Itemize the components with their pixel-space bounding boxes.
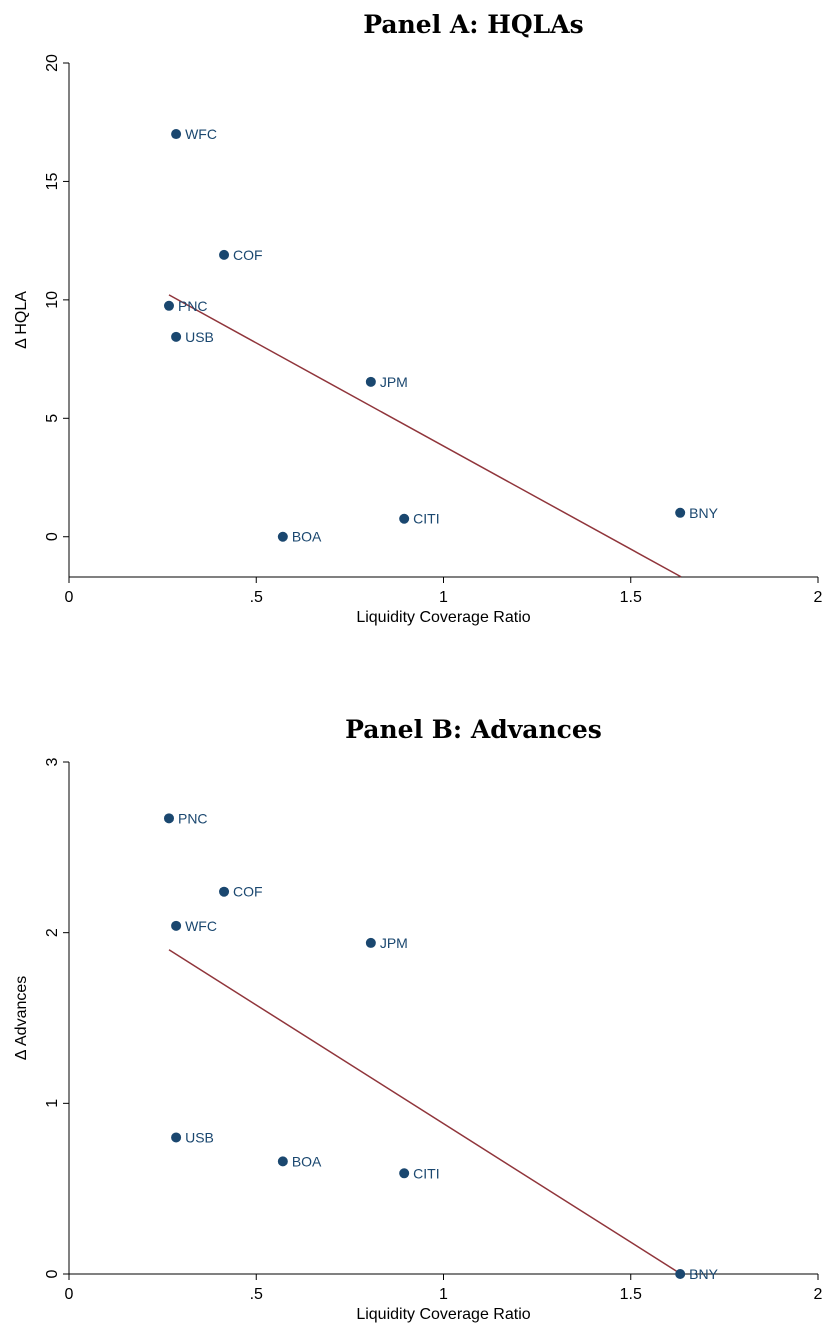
- y-tick-label: 10: [44, 291, 61, 309]
- point-label: WFC: [185, 126, 217, 142]
- point: [171, 920, 182, 931]
- point-label: COF: [233, 884, 263, 900]
- point-label: CITI: [413, 511, 439, 527]
- point-label: JPM: [380, 374, 408, 390]
- point: [277, 531, 288, 542]
- x-tick-label: 2: [814, 1286, 823, 1303]
- fit-line: [168, 294, 682, 578]
- point-label: PNC: [178, 810, 208, 826]
- x-tick-label: .5: [250, 1286, 263, 1303]
- point: [171, 1132, 182, 1143]
- x-tick-label: 0: [65, 1286, 74, 1303]
- x-tick-label: .5: [250, 589, 263, 606]
- fit-line: [168, 949, 682, 1275]
- point: [365, 937, 376, 948]
- y-tick-label: 5: [44, 414, 61, 423]
- y-tick-label: 20: [44, 54, 61, 72]
- point: [163, 300, 174, 311]
- point-label: USB: [185, 329, 214, 345]
- point: [399, 1168, 410, 1179]
- point-label: BOA: [292, 1153, 322, 1169]
- point-label: BNY: [689, 1266, 718, 1282]
- point: [171, 331, 182, 342]
- y-tick-label: 0: [44, 532, 61, 541]
- point-label: COF: [233, 247, 263, 263]
- point-label: WFC: [185, 918, 217, 934]
- x-tick-label: 0: [65, 589, 74, 606]
- chart-title: Panel A: HQLAs: [363, 10, 583, 39]
- point: [219, 886, 230, 897]
- x-tick-label: 1: [439, 589, 448, 606]
- point-label: BNY: [689, 505, 718, 521]
- point: [277, 1156, 288, 1167]
- x-axis-label: Liquidity Coverage Ratio: [356, 1306, 530, 1323]
- point: [675, 1269, 686, 1279]
- y-tick-label: 15: [44, 172, 61, 190]
- point-label: PNC: [178, 298, 208, 314]
- y-tick-label: 3: [44, 757, 61, 766]
- point: [171, 129, 182, 140]
- y-tick-label: 1: [44, 1099, 61, 1108]
- y-tick-label: 0: [44, 1269, 61, 1278]
- x-tick-label: 1.5: [620, 589, 642, 606]
- point-label: BOA: [292, 529, 322, 545]
- point: [365, 376, 376, 387]
- point: [163, 813, 174, 824]
- point: [675, 507, 686, 518]
- point: [399, 513, 410, 524]
- x-tick-label: 1.5: [620, 1286, 642, 1303]
- x-tick-label: 1: [439, 1286, 448, 1303]
- y-axis-label: Δ Advances: [13, 976, 30, 1061]
- chart-title: Panel B: Advances: [345, 715, 602, 744]
- point: [219, 249, 230, 260]
- y-axis-label: Δ HQLA: [13, 291, 30, 349]
- y-tick-label: 2: [44, 928, 61, 937]
- x-tick-label: 2: [814, 589, 823, 606]
- point-label: JPM: [380, 935, 408, 951]
- x-axis-label: Liquidity Coverage Ratio: [356, 609, 530, 626]
- point-label: CITI: [413, 1165, 439, 1181]
- point-label: USB: [185, 1129, 214, 1145]
- panel: Panel B: Advances 0 .5 1 1.5 2 0 1 2 3 Liquidity C…: [13, 715, 823, 1323]
